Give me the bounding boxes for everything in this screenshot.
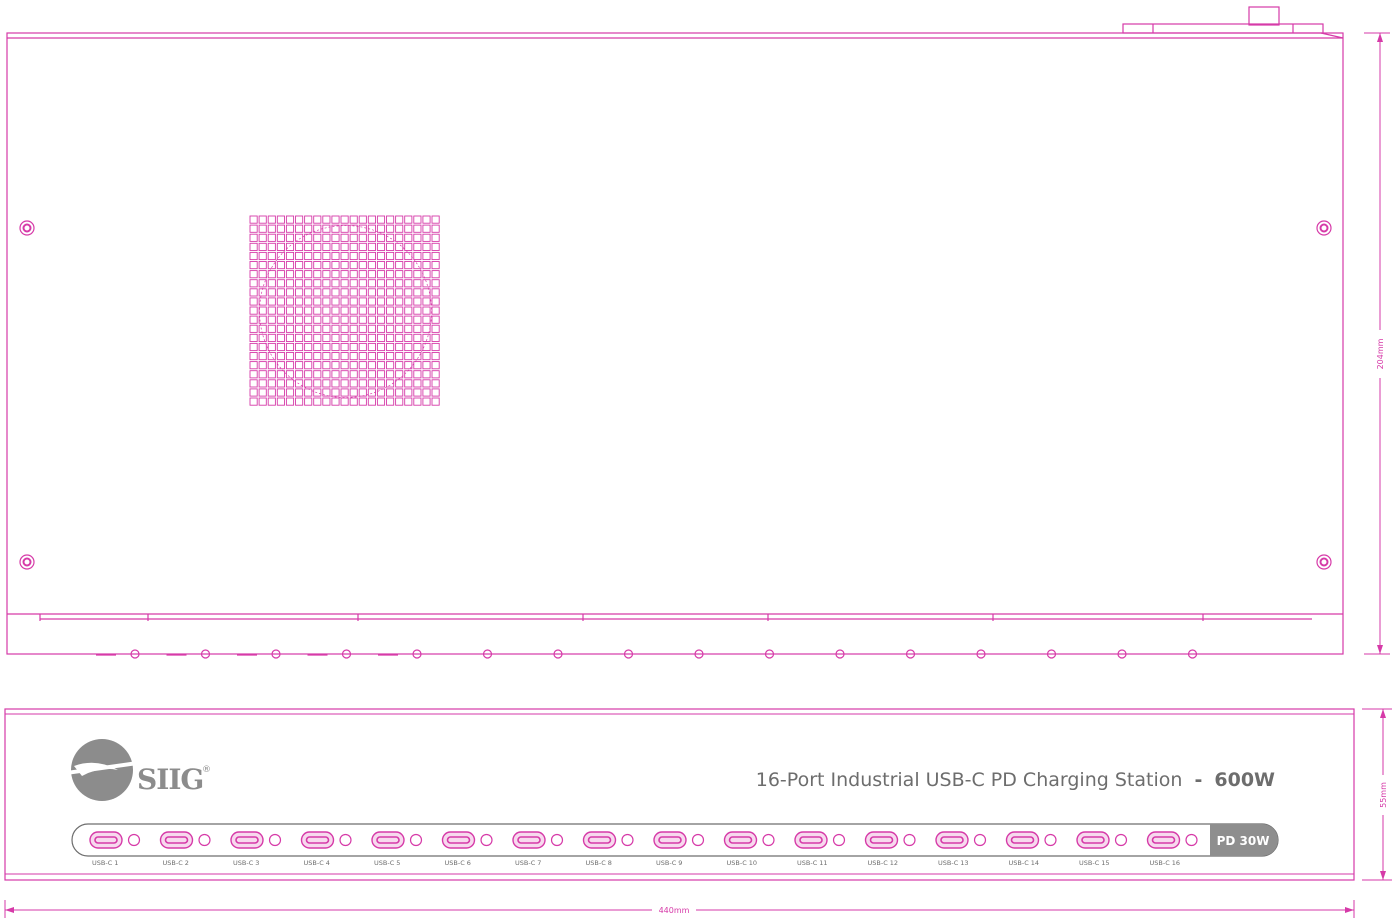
top-view <box>6 6 1344 659</box>
usb-c-port-label: USB-C 13 <box>938 859 969 867</box>
port-led-indicator <box>903 833 916 847</box>
height-label: 55mm <box>1379 782 1388 808</box>
screw-icon <box>1316 554 1332 570</box>
product-title-power: 600W <box>1214 769 1275 791</box>
port-led-indicator <box>691 833 705 847</box>
port-led-indicator <box>1185 833 1198 847</box>
usb-c-port-label: USB-C 16 <box>1150 859 1181 867</box>
usb-c-port-label: USB-C 5 <box>374 859 400 867</box>
port-led-indicator <box>973 833 987 847</box>
usb-c-port: USB-C 13 <box>935 831 987 867</box>
usb-c-port-icon <box>230 831 264 849</box>
usb-c-port-icon <box>371 831 405 849</box>
usb-c-port-row: USB-C 1 USB-C 2 USB-C 3 USB-C 4 USB-C 5 USB-C… <box>89 831 1198 867</box>
usb-c-port-label: USB-C 10 <box>727 859 758 867</box>
port-led-indicator <box>1044 833 1057 847</box>
brand-wordmark: SIIG <box>137 763 203 796</box>
product-title-separator: - <box>1194 769 1202 791</box>
port-led-indicator <box>1114 833 1128 847</box>
usb-c-port-label: USB-C 2 <box>163 859 189 867</box>
port-led-indicator <box>832 833 846 847</box>
usb-c-port: USB-C 11 <box>794 831 846 867</box>
usb-c-port-label: USB-C 6 <box>445 859 471 867</box>
screw-icon <box>1316 220 1332 236</box>
usb-c-port-label: USB-C 4 <box>304 859 330 867</box>
port-led-indicator <box>550 833 564 847</box>
usb-c-port-icon <box>653 831 687 849</box>
usb-c-port: USB-C 7 <box>512 831 564 867</box>
usb-c-port-label: USB-C 14 <box>1009 859 1040 867</box>
usb-c-port-icon <box>300 831 335 849</box>
port-led-indicator <box>127 833 141 847</box>
port-led-indicator <box>339 833 352 847</box>
usb-c-port-icon <box>582 831 617 849</box>
usb-c-port: USB-C 2 <box>159 831 211 867</box>
usb-c-port-icon <box>864 831 899 849</box>
product-title: 16-Port Industrial USB-C PD Charging Sta… <box>756 769 1275 791</box>
usb-c-port-icon <box>1005 831 1040 849</box>
product-title-main: 16-Port Industrial USB-C PD Charging Sta… <box>756 769 1183 791</box>
port-led-indicator <box>268 833 282 847</box>
screw-icon <box>19 554 35 570</box>
depth-dimension <box>1364 32 1390 655</box>
pd-badge-shape <box>1210 824 1278 856</box>
usb-c-port-label: USB-C 11 <box>797 859 828 867</box>
usb-c-port: USB-C 4 <box>300 831 352 867</box>
port-led-indicator <box>409 833 423 847</box>
usb-c-port-label: USB-C 3 <box>233 859 259 867</box>
usb-c-port-label: USB-C 8 <box>586 859 612 867</box>
usb-c-port: USB-C 6 <box>441 831 493 867</box>
usb-c-port-icon <box>441 831 476 849</box>
usb-c-port: USB-C 3 <box>230 831 282 867</box>
usb-c-port: USB-C 5 <box>371 831 423 867</box>
usb-c-port: USB-C 10 <box>723 831 775 867</box>
screw-icon <box>19 220 35 236</box>
pd-badge: PD 30W <box>1217 834 1270 848</box>
usb-c-port-icon <box>159 831 194 849</box>
port-led-indicator <box>621 833 634 847</box>
brand-registered-mark: ® <box>202 765 211 775</box>
usb-c-port-label: USB-C 1 <box>92 859 118 867</box>
usb-c-port-icon <box>1076 831 1110 849</box>
usb-c-port-label: USB-C 7 <box>515 859 541 867</box>
usb-c-port-icon <box>89 831 123 849</box>
usb-c-port: USB-C 1 <box>89 831 141 867</box>
front-view: SIIG ® 16-Port Industrial USB-C PD Charg… <box>4 708 1355 881</box>
usb-c-port-label: USB-C 12 <box>868 859 899 867</box>
usb-c-port-icon <box>935 831 969 849</box>
usb-c-port: USB-C 15 <box>1076 831 1128 867</box>
port-led-indicator <box>480 833 493 847</box>
width-label: 440mm <box>659 906 690 915</box>
chassis-top-outline <box>6 32 1344 655</box>
usb-c-port-icon <box>512 831 546 849</box>
usb-c-port-icon <box>1146 831 1181 849</box>
usb-c-port-label: USB-C 15 <box>1079 859 1110 867</box>
usb-c-port-icon <box>723 831 758 849</box>
usb-c-port: USB-C 12 <box>864 831 916 867</box>
usb-c-port: USB-C 14 <box>1005 831 1057 867</box>
usb-c-port: USB-C 9 <box>653 831 705 867</box>
usb-c-port-icon <box>794 831 828 849</box>
usb-c-port: USB-C 16 <box>1146 831 1198 867</box>
front-port-profile <box>96 649 1198 659</box>
depth-label: 204mm <box>1376 338 1385 369</box>
fan-vent-grille <box>249 215 440 406</box>
siig-logo: SIIG ® <box>70 739 211 801</box>
rear-connector-knob <box>1248 6 1280 26</box>
width-dimension <box>4 900 1355 918</box>
height-dimension <box>1362 708 1392 881</box>
port-led-indicator <box>762 833 775 847</box>
usb-c-port: USB-C 8 <box>582 831 634 867</box>
usb-c-port-label: USB-C 9 <box>656 859 682 867</box>
front-panel-outline <box>4 708 1355 881</box>
port-led-indicator <box>198 833 211 847</box>
